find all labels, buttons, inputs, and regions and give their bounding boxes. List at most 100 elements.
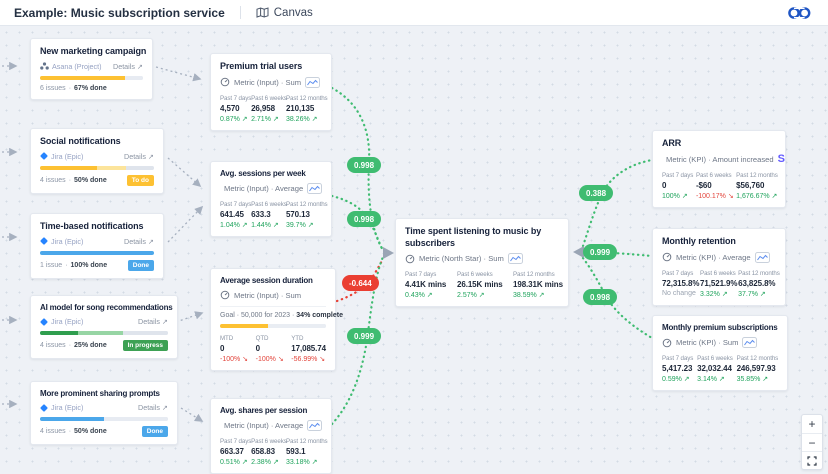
status-badge: In progress	[122, 340, 168, 352]
card-title: ARR	[662, 138, 682, 148]
card-title: AI model for song recommendations	[40, 303, 173, 312]
chart-icon[interactable]	[305, 76, 321, 88]
metric-meta: Metric (Input) · Average	[224, 184, 304, 194]
metric-gauge-icon	[220, 291, 230, 300]
issues-count: 4 issues	[40, 428, 66, 436]
status-badge: Done	[141, 426, 168, 438]
percent-done: 100% done	[70, 261, 108, 269]
card-title: New marketing campaign	[40, 46, 147, 56]
work-card-new-marketing-campaign[interactable]: New marketing campaign Asana (Project) D…	[30, 38, 153, 100]
stat-mtd: MTD 0 -100% ↘	[220, 335, 249, 364]
card-title: More prominent sharing prompts	[40, 389, 160, 398]
details-link[interactable]: Details ↗	[113, 61, 143, 71]
stat-past-6-weeks: Past 6 weeks 26.15K mins 2.57% ↗	[457, 271, 503, 300]
goal-progress-bar	[220, 324, 326, 329]
jira-icon	[40, 318, 48, 326]
metric-card-monthly-retention[interactable]: Monthly retention Metric (KPI) · Average…	[652, 228, 786, 306]
map-icon	[256, 7, 269, 18]
source-link[interactable]: Jira (Epic)	[51, 151, 84, 161]
nav-canvas[interactable]: Canvas	[256, 7, 313, 19]
details-link[interactable]: Details ↗	[138, 403, 168, 413]
card-title: Time-based notifications	[40, 221, 144, 231]
zoom-in-button[interactable]: +	[808, 417, 816, 431]
stat-past-6-weeks: Past 6 weeks -$60 -100.17% ↘	[695, 171, 734, 200]
status-badge: Done	[127, 259, 154, 271]
progress-bar	[40, 417, 168, 422]
correlation-badge[interactable]: -0.644	[342, 275, 379, 291]
issues-count: 6 issues	[40, 84, 66, 92]
metric-card-premium-subscriptions[interactable]: Monthly premium subscriptions Metric (KP…	[652, 315, 788, 392]
stat-past-12-months: Past 12 months 198.31K mins 38.59% ↗	[513, 271, 563, 300]
metric-card-avg-sessions[interactable]: Avg. sessions per week Metric (Input) · …	[210, 161, 332, 238]
metric-gauge-icon	[405, 254, 415, 264]
stat-ytd: YTD 17,085.74 -56.99% ↘	[291, 335, 326, 364]
work-card-time-based-notifications[interactable]: Time-based notifications Jira (Epic) Det…	[30, 213, 164, 279]
metric-meta: Metric (KPI) · Amount increased	[666, 154, 774, 164]
zoom-out-button[interactable]: −	[802, 433, 822, 451]
source-link[interactable]: Asana (Project)	[52, 61, 102, 71]
stripe-icon: S	[777, 152, 785, 165]
goal-section: Goal · 50,000 for 2023 · 34% complete	[220, 306, 343, 329]
work-card-social-notifications[interactable]: Social notifications Jira (Epic) Details…	[30, 128, 164, 194]
stat-past-12-months: Past 12 months 570.13 39.7% ↗	[285, 201, 328, 230]
header-divider	[239, 6, 241, 19]
work-card-ai-model[interactable]: AI model for song recommendations Jira (…	[30, 295, 178, 360]
stat-past-12-months: Past 12 months 210,135 38.26% ↗	[285, 94, 328, 123]
details-link[interactable]: Details ↗	[124, 236, 154, 246]
metric-gauge-icon	[662, 252, 672, 262]
stat-past-12-months: Past 12 months 593.1 33.18% ↗	[285, 438, 328, 467]
correlation-badge[interactable]: 0.998	[347, 211, 382, 227]
source-link[interactable]: Jira (Epic)	[51, 236, 84, 246]
metric-gauge-icon	[220, 77, 230, 87]
source-link[interactable]: Jira (Epic)	[51, 403, 84, 413]
metric-meta: Metric (Input) · Sum	[234, 77, 302, 87]
metric-meta: Metric (KPI) · Average	[676, 252, 751, 262]
chart-icon[interactable]	[307, 420, 323, 432]
fullscreen-icon	[807, 455, 817, 466]
chart-icon[interactable]	[754, 251, 770, 263]
card-title: Avg. sessions per week	[220, 169, 306, 178]
chart-icon[interactable]	[507, 253, 523, 265]
metric-card-premium-trial-users[interactable]: Premium trial users Metric (Input) · Sum…	[210, 53, 332, 131]
page-title: Example: Music subscription service	[14, 5, 225, 20]
metric-card-north-star[interactable]: Time spent listening to music by subscri…	[395, 218, 569, 308]
metric-card-avg-shares[interactable]: Avg. shares per session Metric (Input) ·…	[210, 398, 332, 474]
details-link[interactable]: Details ↗	[138, 317, 168, 327]
correlation-badge[interactable]: 0.999	[347, 328, 382, 344]
status-badge: To do	[126, 174, 154, 186]
stat-past-7-days: Past 7 days 4.41K mins 0.43% ↗	[405, 271, 447, 300]
work-card-sharing-prompts[interactable]: More prominent sharing prompts Jira (Epi…	[30, 381, 178, 446]
card-title: Monthly retention	[662, 236, 736, 246]
stat-past-12-months: Past 12 months 63,825.8% 37.7% ↗	[738, 269, 780, 298]
jira-icon	[40, 237, 48, 245]
correlation-badge[interactable]: 0.999	[583, 244, 618, 260]
progress-bar	[40, 331, 168, 336]
card-title: Premium trial users	[220, 61, 303, 71]
stat-qtd: QTD 0 -100% ↘	[255, 335, 284, 364]
metric-meta: Metric (North Star) · Sum	[419, 254, 504, 264]
chart-icon[interactable]	[742, 337, 758, 349]
correlation-badge[interactable]: 0.388	[579, 185, 614, 201]
percent-done: 50% done	[74, 428, 107, 436]
card-title: Average session duration	[220, 276, 313, 285]
source-link[interactable]: Jira (Epic)	[51, 317, 84, 327]
metric-card-session-duration[interactable]: Average session duration Metric (Input) …	[210, 268, 343, 372]
metric-card-arr[interactable]: ARR Metric (KPI) · Amount increased S Pa…	[652, 130, 786, 208]
progress-bar	[40, 75, 143, 80]
issues-count: 4 issues	[40, 176, 66, 184]
chart-icon[interactable]	[307, 183, 323, 195]
metric-meta: Metric (Input) · Average	[224, 421, 304, 431]
doubleloop-logo-icon[interactable]	[787, 6, 814, 20]
correlation-badge[interactable]: 0.998	[583, 289, 618, 305]
stat-past-6-weeks: Past 6 weeks 71,521.9% 3.32% ↗	[700, 269, 738, 298]
stat-past-6-weeks: Past 6 weeks 32,032.44 3.14% ↗	[697, 355, 733, 384]
card-title: Avg. shares per session	[220, 406, 308, 415]
metric-meta: Metric (KPI) · Sum	[676, 338, 739, 348]
metric-gauge-icon	[662, 338, 672, 348]
details-link[interactable]: Details ↗	[124, 151, 154, 161]
jira-icon	[40, 152, 48, 160]
goal-complete: 34% complete	[296, 312, 343, 320]
top-bar: Example: Music subscription service Canv…	[0, 0, 828, 26]
fit-view-button[interactable]	[802, 451, 822, 469]
correlation-badge[interactable]: 0.998	[347, 157, 382, 173]
